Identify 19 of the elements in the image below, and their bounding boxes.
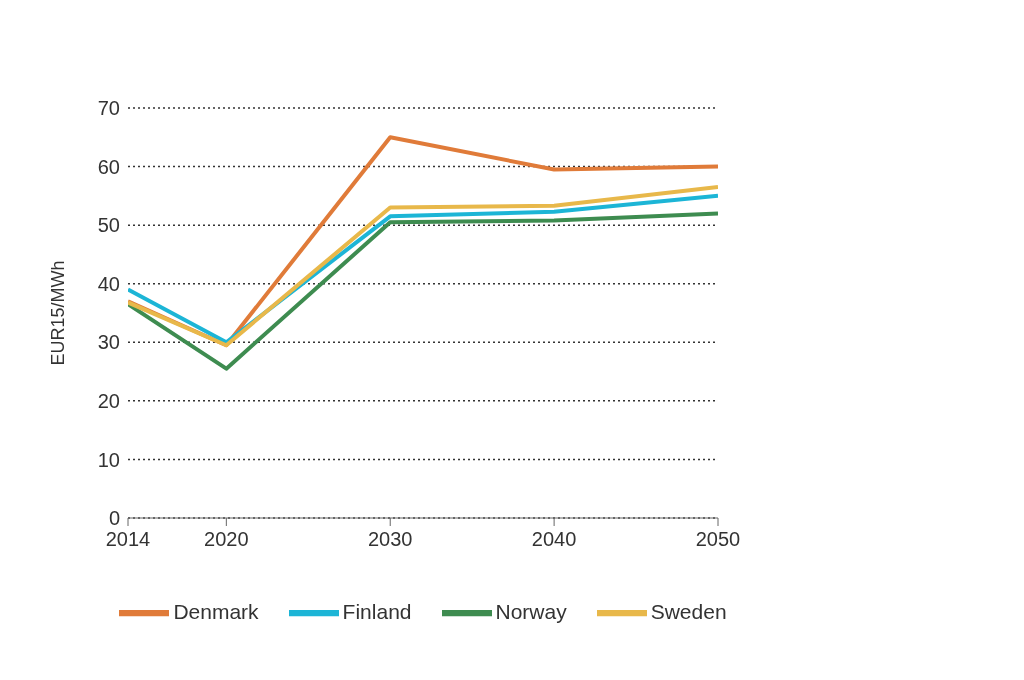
y-tick-label: 30 [97,331,120,354]
x-tick-label: 2014 [105,528,151,551]
y-tick-label: 0 [108,507,120,530]
x-tick-label: 2040 [531,528,577,551]
line-series [128,211,718,371]
y-tick-label: 60 [97,155,120,178]
x-tick-label: 2030 [367,528,413,551]
legend-label: Sweden [650,599,727,623]
legend-label: Denmark [173,599,259,623]
y-tick-label: 50 [97,214,120,237]
legend-label: Norway [495,599,567,623]
y-axis-title: EUR15/MWh [48,260,69,366]
x-tick-label: 2050 [695,528,741,551]
x-tick-label: 2020 [204,528,249,551]
y-tick-label: 40 [97,272,120,295]
legend-label: Finland [342,599,412,623]
y-tick-label: 20 [97,389,120,412]
y-tick-label: 10 [97,448,120,471]
y-tick-label: 70 [97,97,120,120]
